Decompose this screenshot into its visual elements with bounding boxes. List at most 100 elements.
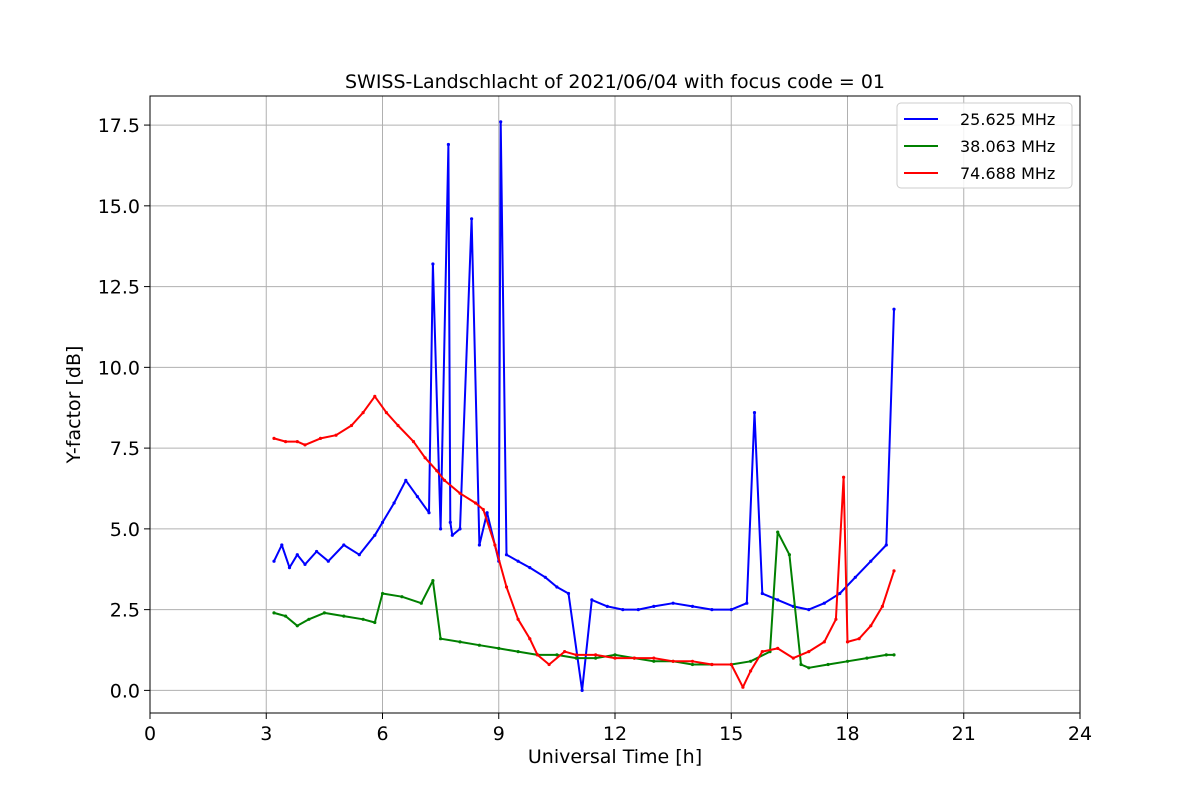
- series-1-point: [671, 601, 675, 605]
- series-2-point: [807, 666, 811, 670]
- series-3-point: [349, 423, 354, 428]
- series-3-point: [613, 656, 617, 660]
- series-1-point: [373, 533, 377, 537]
- series-3-point: [303, 443, 307, 447]
- series-1-point: [752, 411, 757, 415]
- series-group: [272, 120, 896, 693]
- series-2-point: [892, 653, 896, 657]
- series-2-point: [574, 656, 578, 660]
- series-3-point: [729, 662, 733, 667]
- series-3-point: [563, 650, 567, 654]
- y-tick-label: 5.0: [110, 519, 140, 541]
- series-2-point: [361, 617, 365, 621]
- series-3-point: [845, 640, 850, 644]
- series-1-point: [485, 511, 489, 515]
- series-2-point: [787, 553, 792, 557]
- y-tick-label: 10.0: [98, 357, 140, 379]
- series-3-point: [473, 501, 478, 505]
- series-3-point: [776, 646, 780, 651]
- series-1-point: [450, 533, 454, 537]
- series-3-point: [535, 653, 540, 657]
- y-tick-label: 12.5: [98, 277, 140, 299]
- series-1-point: [822, 601, 826, 605]
- series-1-point: [439, 527, 443, 531]
- series-1-point: [710, 608, 714, 612]
- series-3-point: [481, 507, 485, 512]
- x-tick-label: 3: [260, 723, 272, 745]
- series-1-point: [652, 604, 656, 609]
- x-tick-label: 0: [144, 723, 156, 745]
- series-2-point: [458, 640, 462, 644]
- series-3-point: [504, 585, 509, 589]
- series-2-point: [400, 595, 404, 599]
- series-1-point: [458, 527, 462, 531]
- series-1-point: [499, 120, 503, 124]
- series-1-point: [776, 598, 780, 602]
- x-tick-label: 21: [952, 723, 976, 745]
- series-2-point: [322, 611, 326, 615]
- series-2-point: [652, 659, 656, 663]
- series-3-point: [272, 436, 276, 440]
- series-3-point: [442, 478, 447, 482]
- series-1-point: [566, 591, 571, 596]
- series-2-point: [380, 591, 385, 596]
- series-1-point: [543, 575, 547, 579]
- x-tick-label: 24: [1068, 723, 1092, 745]
- series-3-point: [373, 394, 377, 398]
- series-3-point: [435, 469, 439, 473]
- series-1-point: [446, 142, 450, 147]
- y-tick-label: 15.0: [98, 196, 140, 218]
- series-1-point: [504, 553, 509, 557]
- series-2-point: [295, 624, 299, 628]
- x-tick-label: 15: [719, 723, 743, 745]
- series-2-point: [419, 601, 423, 605]
- series-3-point: [384, 411, 388, 415]
- series-3-point: [791, 656, 795, 660]
- series-1-point: [380, 520, 385, 525]
- series-2-point: [284, 614, 288, 618]
- series-1-point: [869, 559, 873, 563]
- series-3-point: [547, 662, 551, 667]
- series-2-point: [477, 643, 481, 647]
- series-3-point: [671, 659, 675, 663]
- series-2-point: [865, 656, 869, 660]
- series-1-point: [448, 520, 452, 525]
- x-tick-label: 6: [376, 723, 388, 745]
- series-2-point: [826, 662, 830, 667]
- series-3-point: [710, 662, 714, 667]
- legend-box: [896, 102, 1073, 189]
- series-2-point: [776, 530, 780, 534]
- series-3-point: [741, 685, 745, 689]
- legend-label-1: 25.625 MHz: [960, 110, 1055, 129]
- series-2-point: [516, 650, 520, 654]
- series-1-point: [326, 559, 330, 563]
- series-1-point: [415, 495, 419, 499]
- legend-label-2: 38.063 MHz: [960, 137, 1055, 156]
- series-3-point: [594, 653, 598, 657]
- series-3-point: [458, 491, 462, 495]
- series-1-point: [555, 585, 559, 589]
- series-3-point: [869, 624, 873, 628]
- series-1-point: [342, 543, 346, 547]
- series-3-point: [880, 604, 885, 609]
- series-line-3: [273, 395, 895, 689]
- series-1-point: [357, 553, 361, 557]
- series-3-point: [652, 656, 656, 660]
- series-2-point: [272, 611, 276, 615]
- y-tick-label: 0.0: [110, 680, 140, 702]
- series-1-point: [477, 543, 481, 547]
- series-3-point: [423, 456, 427, 460]
- series-3-point: [284, 440, 288, 444]
- series-1-point: [516, 559, 520, 563]
- series-3-point: [749, 669, 753, 673]
- series-3-point: [834, 617, 838, 621]
- series-1-point: [690, 604, 695, 609]
- legend-label-3: 74.688 MHz: [960, 164, 1055, 183]
- series-line-2: [273, 531, 894, 669]
- series-3-point: [295, 440, 299, 444]
- series-1-point: [272, 559, 276, 563]
- series-3-point: [411, 440, 416, 444]
- series-2-point: [439, 637, 443, 641]
